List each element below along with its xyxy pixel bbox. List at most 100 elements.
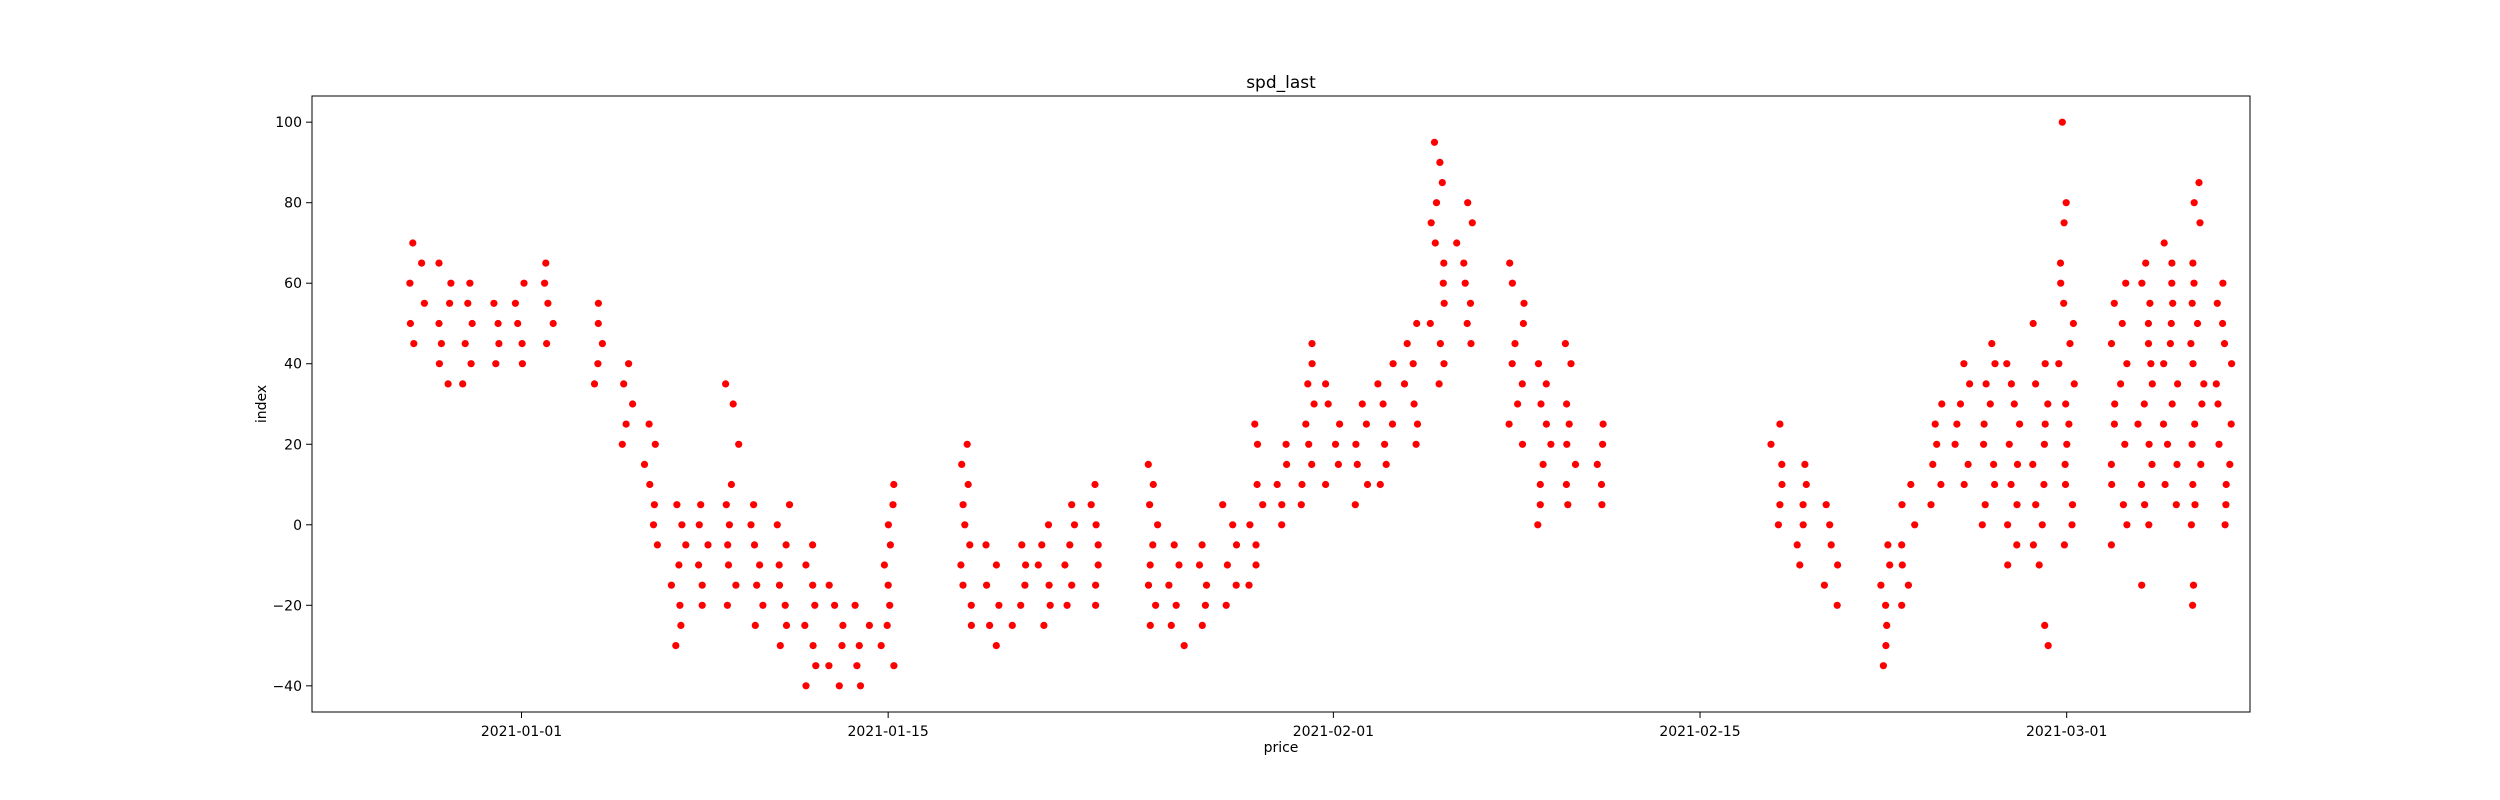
data-point	[697, 501, 704, 508]
data-point	[1462, 280, 1469, 287]
data-point	[886, 602, 893, 609]
data-point	[825, 662, 832, 669]
data-point	[968, 602, 975, 609]
data-point	[1933, 441, 1940, 448]
data-point	[1594, 461, 1601, 468]
data-point	[1800, 521, 1807, 528]
data-point	[2189, 260, 2196, 267]
data-point	[2173, 461, 2180, 468]
data-point	[968, 622, 975, 629]
data-point	[696, 521, 703, 528]
data-point	[2221, 340, 2228, 347]
data-point	[650, 521, 657, 528]
data-point	[2008, 481, 2015, 488]
data-point	[2011, 400, 2018, 407]
data-point	[1428, 219, 1435, 226]
data-point	[1252, 541, 1259, 548]
data-point	[1572, 461, 1579, 468]
data-point	[2041, 622, 2048, 629]
data-point	[1506, 260, 1513, 267]
data-point	[2062, 400, 2069, 407]
data-point	[2146, 441, 2153, 448]
data-point	[1983, 380, 1990, 387]
data-point	[2057, 260, 2064, 267]
data-point	[1413, 320, 1420, 327]
data-point	[1826, 521, 1833, 528]
data-point	[1245, 582, 1252, 589]
data-point	[1203, 582, 1210, 589]
data-point	[809, 582, 816, 589]
data-point	[2039, 521, 2046, 528]
data-point	[1352, 501, 1359, 508]
data-point	[682, 541, 689, 548]
data-point	[1149, 541, 1156, 548]
data-point	[2004, 561, 2011, 568]
data-point	[1987, 400, 1994, 407]
data-point	[1145, 461, 1152, 468]
data-point	[1534, 521, 1541, 528]
data-point	[2042, 421, 2049, 428]
data-point	[677, 622, 684, 629]
data-point	[838, 642, 845, 649]
data-point	[725, 561, 732, 568]
data-point	[466, 280, 473, 287]
data-point	[776, 561, 783, 568]
data-point	[2134, 421, 2141, 428]
data-point	[1537, 400, 1544, 407]
data-point	[831, 602, 838, 609]
data-point	[543, 340, 550, 347]
data-point	[1309, 360, 1316, 367]
data-point	[1068, 582, 1075, 589]
data-point	[1929, 461, 1936, 468]
data-point	[1988, 340, 1995, 347]
data-point	[2070, 320, 2077, 327]
data-point	[1427, 320, 1434, 327]
data-point	[1068, 501, 1075, 508]
data-point	[1308, 340, 1315, 347]
x-tick-label: 2021-03-01	[2026, 724, 2107, 740]
data-point	[2190, 280, 2197, 287]
data-point	[1147, 561, 1154, 568]
data-point	[2059, 119, 2066, 126]
data-point	[1514, 400, 1521, 407]
data-point	[2032, 380, 2039, 387]
data-point	[469, 320, 476, 327]
data-point	[595, 300, 602, 307]
data-point	[1071, 521, 1078, 528]
data-point	[2189, 602, 2196, 609]
data-point	[1352, 441, 1359, 448]
data-point	[410, 340, 417, 347]
data-point	[1823, 501, 1830, 508]
data-point	[1800, 501, 1807, 508]
data-point	[1377, 481, 1384, 488]
data-point	[2057, 280, 2064, 287]
data-point	[1154, 521, 1161, 528]
data-point	[421, 300, 428, 307]
data-point	[1332, 441, 1339, 448]
y-tick-label: 80	[284, 196, 302, 212]
data-point	[1540, 461, 1547, 468]
data-point	[704, 541, 711, 548]
data-point	[2111, 400, 2118, 407]
data-point	[1567, 360, 1574, 367]
data-point	[1834, 602, 1841, 609]
data-point	[2013, 501, 2020, 508]
data-point	[1283, 461, 1290, 468]
data-point	[1335, 461, 1342, 468]
x-tick-label: 2021-01-15	[847, 724, 928, 740]
data-point	[2197, 461, 2204, 468]
data-point	[676, 602, 683, 609]
data-point	[435, 320, 442, 327]
data-point	[1336, 421, 1343, 428]
data-point	[1990, 461, 1997, 468]
data-point	[520, 280, 527, 287]
data-point	[1254, 481, 1261, 488]
data-point	[2138, 280, 2145, 287]
data-point	[836, 682, 843, 689]
data-point	[2003, 360, 2010, 367]
data-point	[966, 541, 973, 548]
data-point	[544, 300, 551, 307]
data-point	[2120, 501, 2127, 508]
